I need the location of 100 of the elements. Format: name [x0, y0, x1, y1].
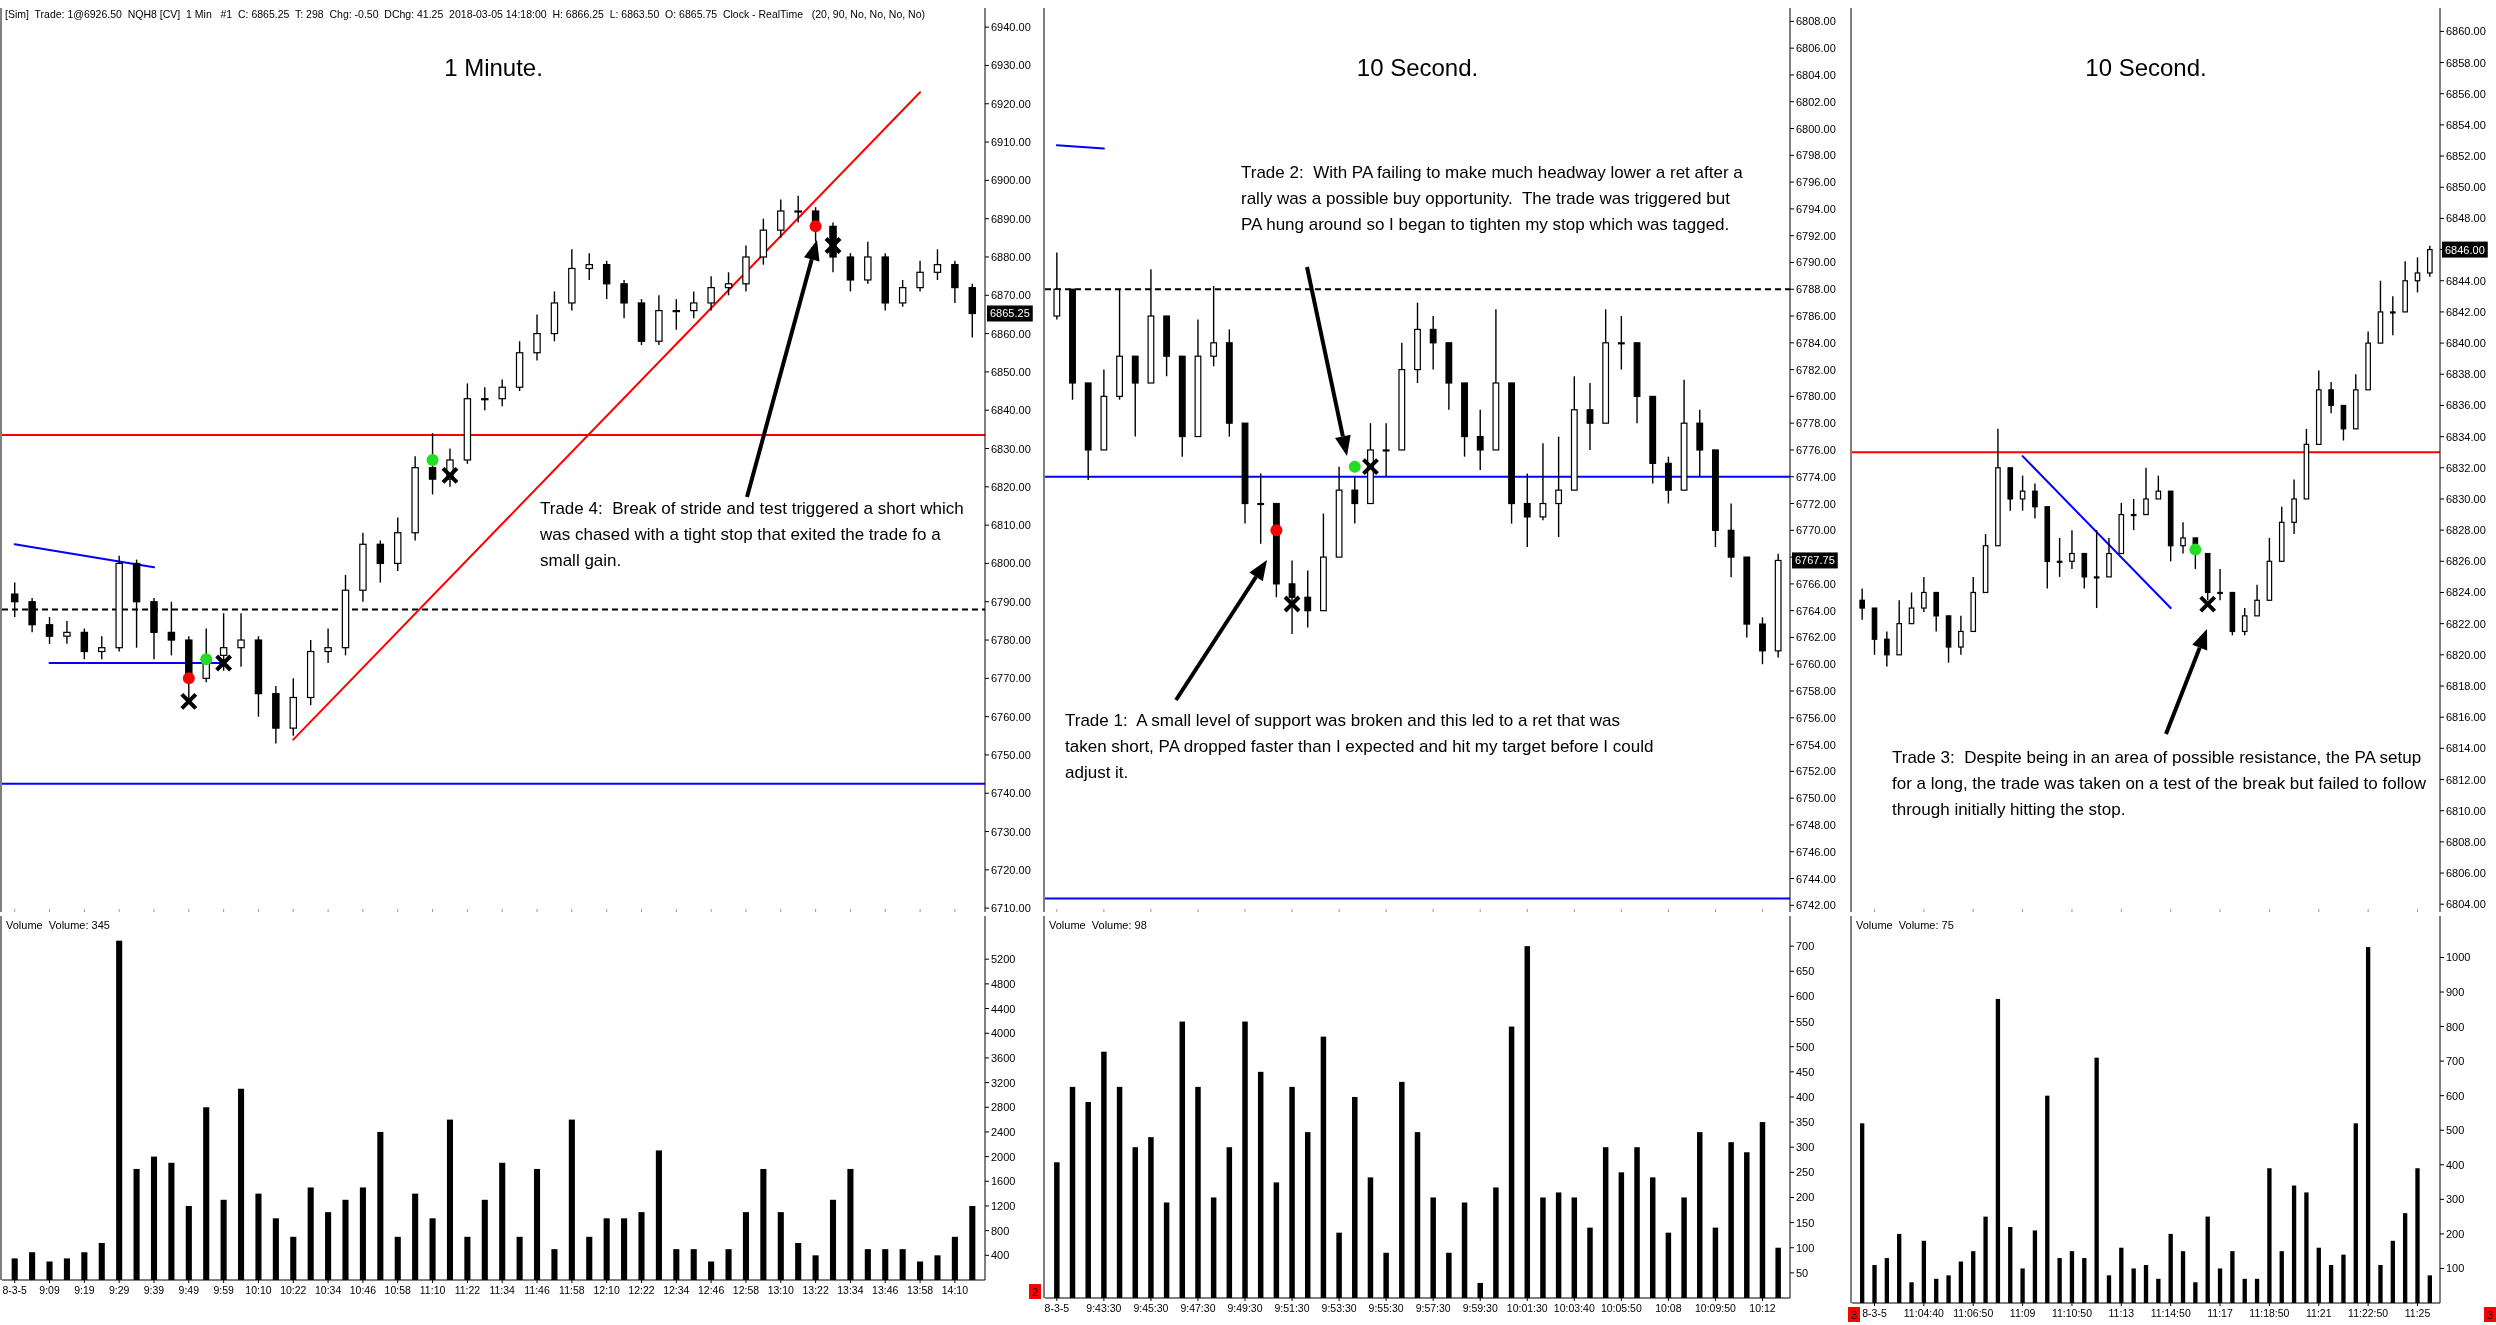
text: 6865.25	[990, 307, 1030, 320]
candlestick	[237, 612, 245, 668]
candlestick	[2414, 256, 2421, 294]
y-tick-label: 6804.00	[1796, 68, 1836, 81]
x-tick-label: 10:46	[349, 1284, 377, 1296]
y-tick-label: 6920.00	[991, 97, 1031, 110]
y-tick-label: 6770.00	[991, 672, 1031, 685]
candlestick	[777, 198, 785, 239]
y-tick-label: 200	[1796, 1191, 1815, 1204]
candlestick	[2155, 474, 2162, 500]
y-tick-label: 6744.00	[1796, 872, 1836, 885]
candlestick	[98, 635, 106, 660]
y-tick-label: 6792.00	[1796, 229, 1836, 242]
candlestick	[1921, 576, 1927, 613]
x-tick-label: 11:10	[419, 1284, 446, 1296]
y-tick-label: 700	[2446, 1055, 2465, 1068]
y-tick-label: 6770.00	[1796, 524, 1836, 537]
y-tick-label: 6776.00	[1796, 443, 1836, 456]
candlestick	[533, 313, 541, 362]
y-tick-label: 6816.00	[2446, 711, 2486, 724]
y-tick-label: 6822.00	[2446, 617, 2486, 630]
y-tick-label: 6788.00	[1796, 283, 1836, 296]
x-tick-label: 9:39	[143, 1284, 165, 1296]
x-tick-label: 14:10	[941, 1284, 969, 1296]
point	[214, 654, 233, 673]
x-tick-label: 10:58	[384, 1284, 412, 1296]
text: 10 Second.	[2085, 54, 2207, 81]
y-tick-label: 900	[2446, 986, 2465, 999]
y-tick-label: 6844.00	[2446, 274, 2486, 287]
y-tick-label: 6762.00	[1796, 631, 1836, 644]
y-tick-label: 6854.00	[2446, 118, 2486, 131]
y-tick-label: 350	[1796, 1116, 1815, 1129]
y-tick-label: 150	[1796, 1216, 1815, 1229]
y-tick-label: 6806.00	[1796, 42, 1836, 55]
chart-title: Volume Volume: 345	[6, 919, 110, 931]
y-tick-label: 6786.00	[1796, 310, 1836, 323]
y-tick-label: 6850.00	[991, 365, 1031, 378]
annotation: Trade 4: Break of stride and test triggered a short which was chased with a tight stop that exited the trade fo a small gain.	[539, 499, 964, 570]
candlestick	[376, 539, 385, 584]
candlestick	[2032, 482, 2038, 520]
candlestick	[2241, 607, 2248, 637]
chart-subtitle: [Sim] Trade: 1@6926.50 NQH8 [CV] 1 Min #1 C: 6865.25 T: 298 Chg: -0.50 DChg: 41.25 2018-03-05 14:18:00 H: 6866.25 L: 6863.50 O: 6865.75 Clock - RealTime (20, 90, No, No, No, No)	[5, 8, 926, 20]
y-tick-label: 6790.00	[991, 595, 1031, 608]
y-tick-label: 6848.00	[2446, 212, 2486, 225]
candlestick	[951, 260, 959, 304]
y-tick-label: 6856.00	[2446, 87, 2486, 100]
y-tick-label: 450	[1796, 1065, 1815, 1078]
x-tick-label: 11:04:40	[1903, 1307, 1945, 1319]
candlestick	[428, 432, 437, 496]
candlestick	[1908, 591, 1915, 625]
y-tick-label: 400	[991, 1249, 1010, 1262]
text: 3	[1850, 1309, 1858, 1321]
candlestick	[1958, 615, 1964, 656]
y-tick-label: 600	[2446, 1089, 2465, 1102]
candlestick	[1304, 569, 1312, 629]
y-tick-label: 800	[991, 1224, 1010, 1237]
y-tick-label: 3600	[991, 1051, 1016, 1064]
x-tick-label: 11:13	[2108, 1307, 2135, 1319]
y-tick-label: 200	[2446, 1227, 2465, 1240]
candlestick	[2254, 583, 2260, 617]
candlestick	[1933, 591, 1940, 633]
x-tick-label: 9:49:30	[1227, 1302, 1263, 1314]
candlestick	[1257, 472, 1265, 545]
candlestick	[2093, 529, 2100, 609]
x-tick-label: 10:12	[1749, 1302, 1776, 1314]
x-tick-label: 12:22	[628, 1284, 655, 1296]
x-tick-label: 10:01:30	[1506, 1302, 1548, 1314]
y-tick-label: 6910.00	[991, 136, 1031, 149]
x-tick-label: 12:46	[697, 1284, 725, 1296]
y-tick-label: 6780.00	[991, 634, 1031, 647]
x-tick-label: 9:55:30	[1368, 1302, 1404, 1314]
x-tick-label: 11:14:50	[2150, 1307, 2191, 1319]
point	[1283, 594, 1302, 613]
x-tick-label: 11:22:50	[2348, 1307, 2389, 1319]
y-tick-label: 6836.00	[2446, 399, 2486, 412]
y-tick-label: 6804.00	[2446, 898, 2486, 911]
y-tick-label: 700	[1796, 940, 1815, 953]
point	[440, 466, 459, 485]
annotation: Trade 1: A small level of support was broken and this led to a ret that was taken short, PA dropped faster than I expected and hit my target before I could adjust it.	[1065, 711, 1654, 782]
x-tick-label: 12:34	[663, 1284, 690, 1296]
x-tick-label: 11:25	[2404, 1307, 2431, 1319]
x-tick-label: 9:45:30	[1133, 1302, 1169, 1314]
y-tick-label: 6798.00	[1796, 149, 1836, 162]
x-tick-label: 10:05:50	[1600, 1302, 1642, 1314]
y-tick-label: 6778.00	[1796, 417, 1836, 430]
y-tick-label: 4400	[991, 1002, 1016, 1015]
chart-title: Volume Volume: 98	[1049, 919, 1147, 931]
x-tick-label: 9:47:30	[1180, 1302, 1216, 1314]
candlestick	[324, 627, 332, 664]
x-tick-label: 10:34	[314, 1284, 342, 1296]
x-tick-label: 13:22	[802, 1284, 829, 1296]
y-tick-label: 6760.00	[1796, 658, 1836, 671]
y-tick-label: 6760.00	[991, 710, 1031, 723]
x-tick-label: 8-3-5	[2, 1284, 28, 1296]
y-tick-label: 6890.00	[991, 212, 1031, 225]
y-tick-label: 4800	[991, 977, 1016, 990]
y-tick-label: 6820.00	[991, 480, 1031, 493]
y-tick-label: 400	[2446, 1158, 2465, 1171]
candlestick	[707, 275, 715, 312]
y-tick-label: 6810.00	[991, 519, 1031, 532]
